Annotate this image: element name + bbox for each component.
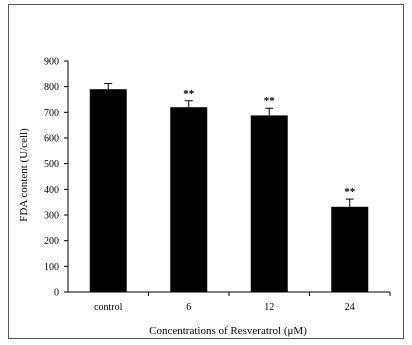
y-tick-label: 200: [44, 236, 59, 247]
y-tick-label: 700: [44, 108, 59, 119]
x-tick-label-6: 6: [186, 302, 191, 313]
significance-mark-6: **: [183, 88, 195, 100]
y-tick-label: 500: [44, 159, 59, 170]
x-axis-tick-labels: control 6 12 24: [94, 302, 355, 313]
x-tick-label-24: 24: [345, 302, 355, 313]
bar-6: [170, 107, 208, 292]
bar-control: [89, 89, 127, 292]
y-tick-label: 300: [44, 211, 59, 222]
y-tick-label: 0: [54, 288, 59, 299]
x-tick-label-control: control: [94, 302, 123, 313]
significance-mark-12: **: [264, 95, 276, 107]
bar-12: [250, 115, 288, 292]
error-bars: [104, 83, 354, 207]
x-axis-title: Concentrations of Resveratrol (μM): [149, 325, 307, 337]
y-tick-label: 600: [44, 134, 59, 145]
bars: [89, 89, 369, 292]
bar-24: [331, 206, 369, 292]
significance-mark-24: **: [344, 186, 356, 198]
y-tick-label: 800: [44, 82, 59, 93]
y-axis-ticks: 0 100 200 300 400 500 600 700 800 900: [44, 57, 68, 299]
y-tick-label: 400: [44, 185, 59, 196]
x-tick-label-12: 12: [264, 302, 274, 313]
y-tick-label: 100: [44, 262, 59, 273]
y-axis-title: FDA content (U/cell): [18, 128, 30, 222]
y-tick-label: 900: [44, 57, 59, 68]
significance-annotations: ** ** **: [183, 88, 356, 198]
